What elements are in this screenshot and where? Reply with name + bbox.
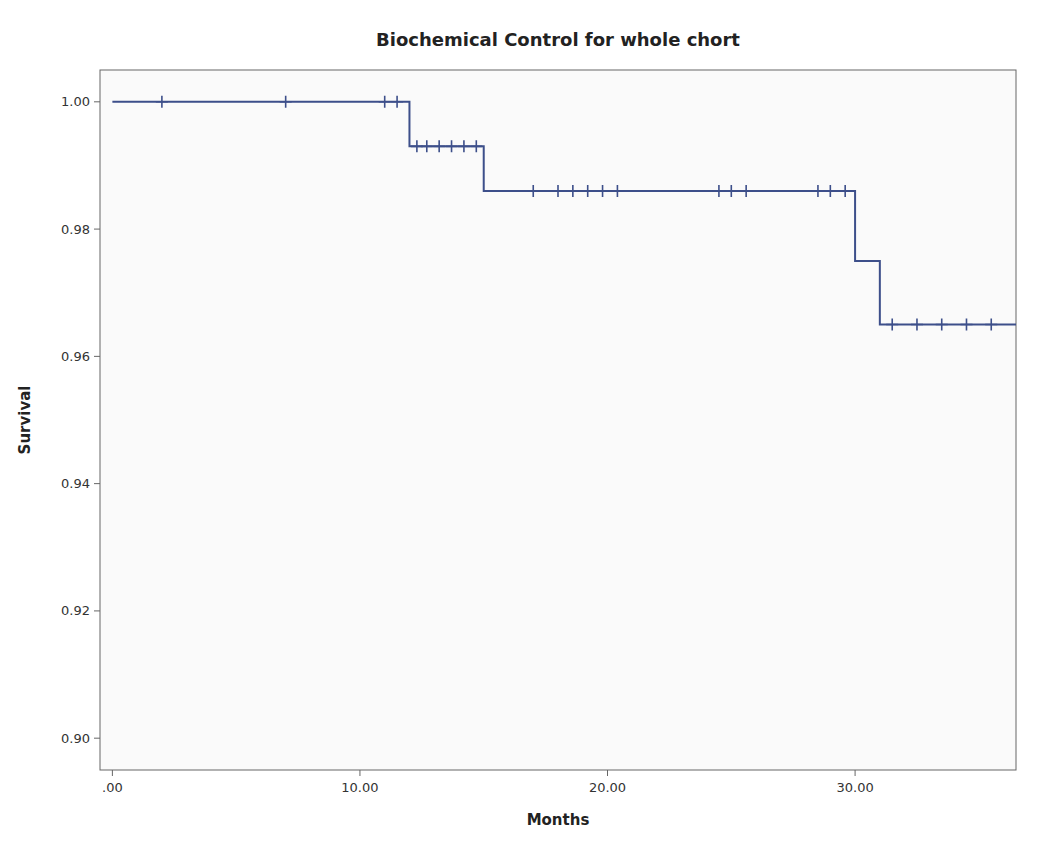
censor-mark bbox=[886, 319, 898, 331]
censor-mark bbox=[391, 96, 403, 108]
x-tick bbox=[359, 770, 360, 776]
y-tick-label: 1.00 bbox=[61, 94, 90, 109]
y-tick bbox=[94, 738, 100, 739]
x-tick bbox=[607, 770, 608, 776]
censor-mark bbox=[446, 140, 458, 152]
y-axis-label: Survival bbox=[16, 386, 34, 455]
y-tick-label: 0.94 bbox=[61, 476, 90, 491]
y-tick-label: 0.98 bbox=[61, 222, 90, 237]
x-tick bbox=[855, 770, 856, 776]
y-tick bbox=[94, 610, 100, 611]
censor-mark bbox=[433, 140, 445, 152]
censor-mark bbox=[740, 185, 752, 197]
censor-mark bbox=[156, 96, 168, 108]
censor-mark bbox=[911, 319, 923, 331]
censor-mark bbox=[839, 185, 851, 197]
y-tick bbox=[94, 483, 100, 484]
censor-mark bbox=[552, 185, 564, 197]
censor-mark bbox=[812, 185, 824, 197]
survival-line bbox=[112, 102, 1016, 325]
x-axis: .00 10.00 20.00 30.00 bbox=[102, 770, 874, 795]
censor-mark bbox=[527, 185, 539, 197]
censor-mark bbox=[567, 185, 579, 197]
censor-mark bbox=[725, 185, 737, 197]
chart-title: Biochemical Control for whole chort bbox=[376, 29, 740, 50]
censor-mark bbox=[280, 96, 292, 108]
x-tick-label: 30.00 bbox=[836, 780, 873, 795]
censor-mark bbox=[379, 96, 391, 108]
x-tick-label: 20.00 bbox=[589, 780, 626, 795]
y-tick-label: 0.90 bbox=[61, 731, 90, 746]
x-tick bbox=[112, 770, 113, 776]
chart-svg: .00 10.00 20.00 30.00 0.90 0.92 0.94 0.96 0.98 1.… bbox=[0, 0, 1056, 850]
censor-mark bbox=[458, 140, 470, 152]
y-tick-label: 0.96 bbox=[61, 349, 90, 364]
chart-container: .00 10.00 20.00 30.00 0.90 0.92 0.94 0.96 0.98 1.… bbox=[0, 0, 1056, 850]
y-tick-label: 0.92 bbox=[61, 603, 90, 618]
censor-mark bbox=[936, 319, 948, 331]
censor-mark bbox=[824, 185, 836, 197]
y-tick bbox=[94, 356, 100, 357]
censor-mark bbox=[582, 185, 594, 197]
plot-background bbox=[100, 70, 1016, 770]
y-tick bbox=[94, 229, 100, 230]
censor-mark bbox=[985, 319, 997, 331]
data-marks bbox=[112, 96, 1016, 331]
censor-mark bbox=[421, 140, 433, 152]
x-axis-label: Months bbox=[527, 811, 590, 829]
censor-mark bbox=[611, 185, 623, 197]
x-tick-label: .00 bbox=[102, 780, 123, 795]
x-tick-label: 10.00 bbox=[341, 780, 378, 795]
y-tick bbox=[94, 101, 100, 102]
censor-mark bbox=[597, 185, 609, 197]
censor-mark bbox=[960, 319, 972, 331]
censor-mark bbox=[470, 140, 482, 152]
y-axis: 0.90 0.92 0.94 0.96 0.98 1.00 bbox=[61, 94, 100, 745]
censor-mark bbox=[713, 185, 725, 197]
plot-frame bbox=[100, 70, 1016, 770]
